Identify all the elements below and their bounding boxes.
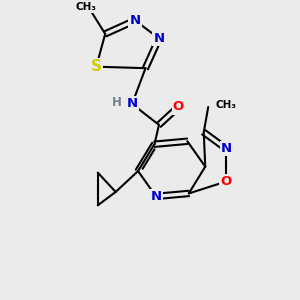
Text: N: N — [220, 142, 232, 155]
Text: H: H — [112, 96, 122, 109]
Text: N: N — [127, 98, 138, 110]
Text: O: O — [220, 175, 232, 188]
Text: S: S — [91, 59, 102, 74]
Text: N: N — [130, 14, 141, 27]
Text: N: N — [153, 32, 164, 45]
Text: CH₃: CH₃ — [75, 2, 96, 12]
Text: CH₃: CH₃ — [216, 100, 237, 110]
Text: N: N — [150, 190, 161, 203]
Text: O: O — [173, 100, 184, 113]
